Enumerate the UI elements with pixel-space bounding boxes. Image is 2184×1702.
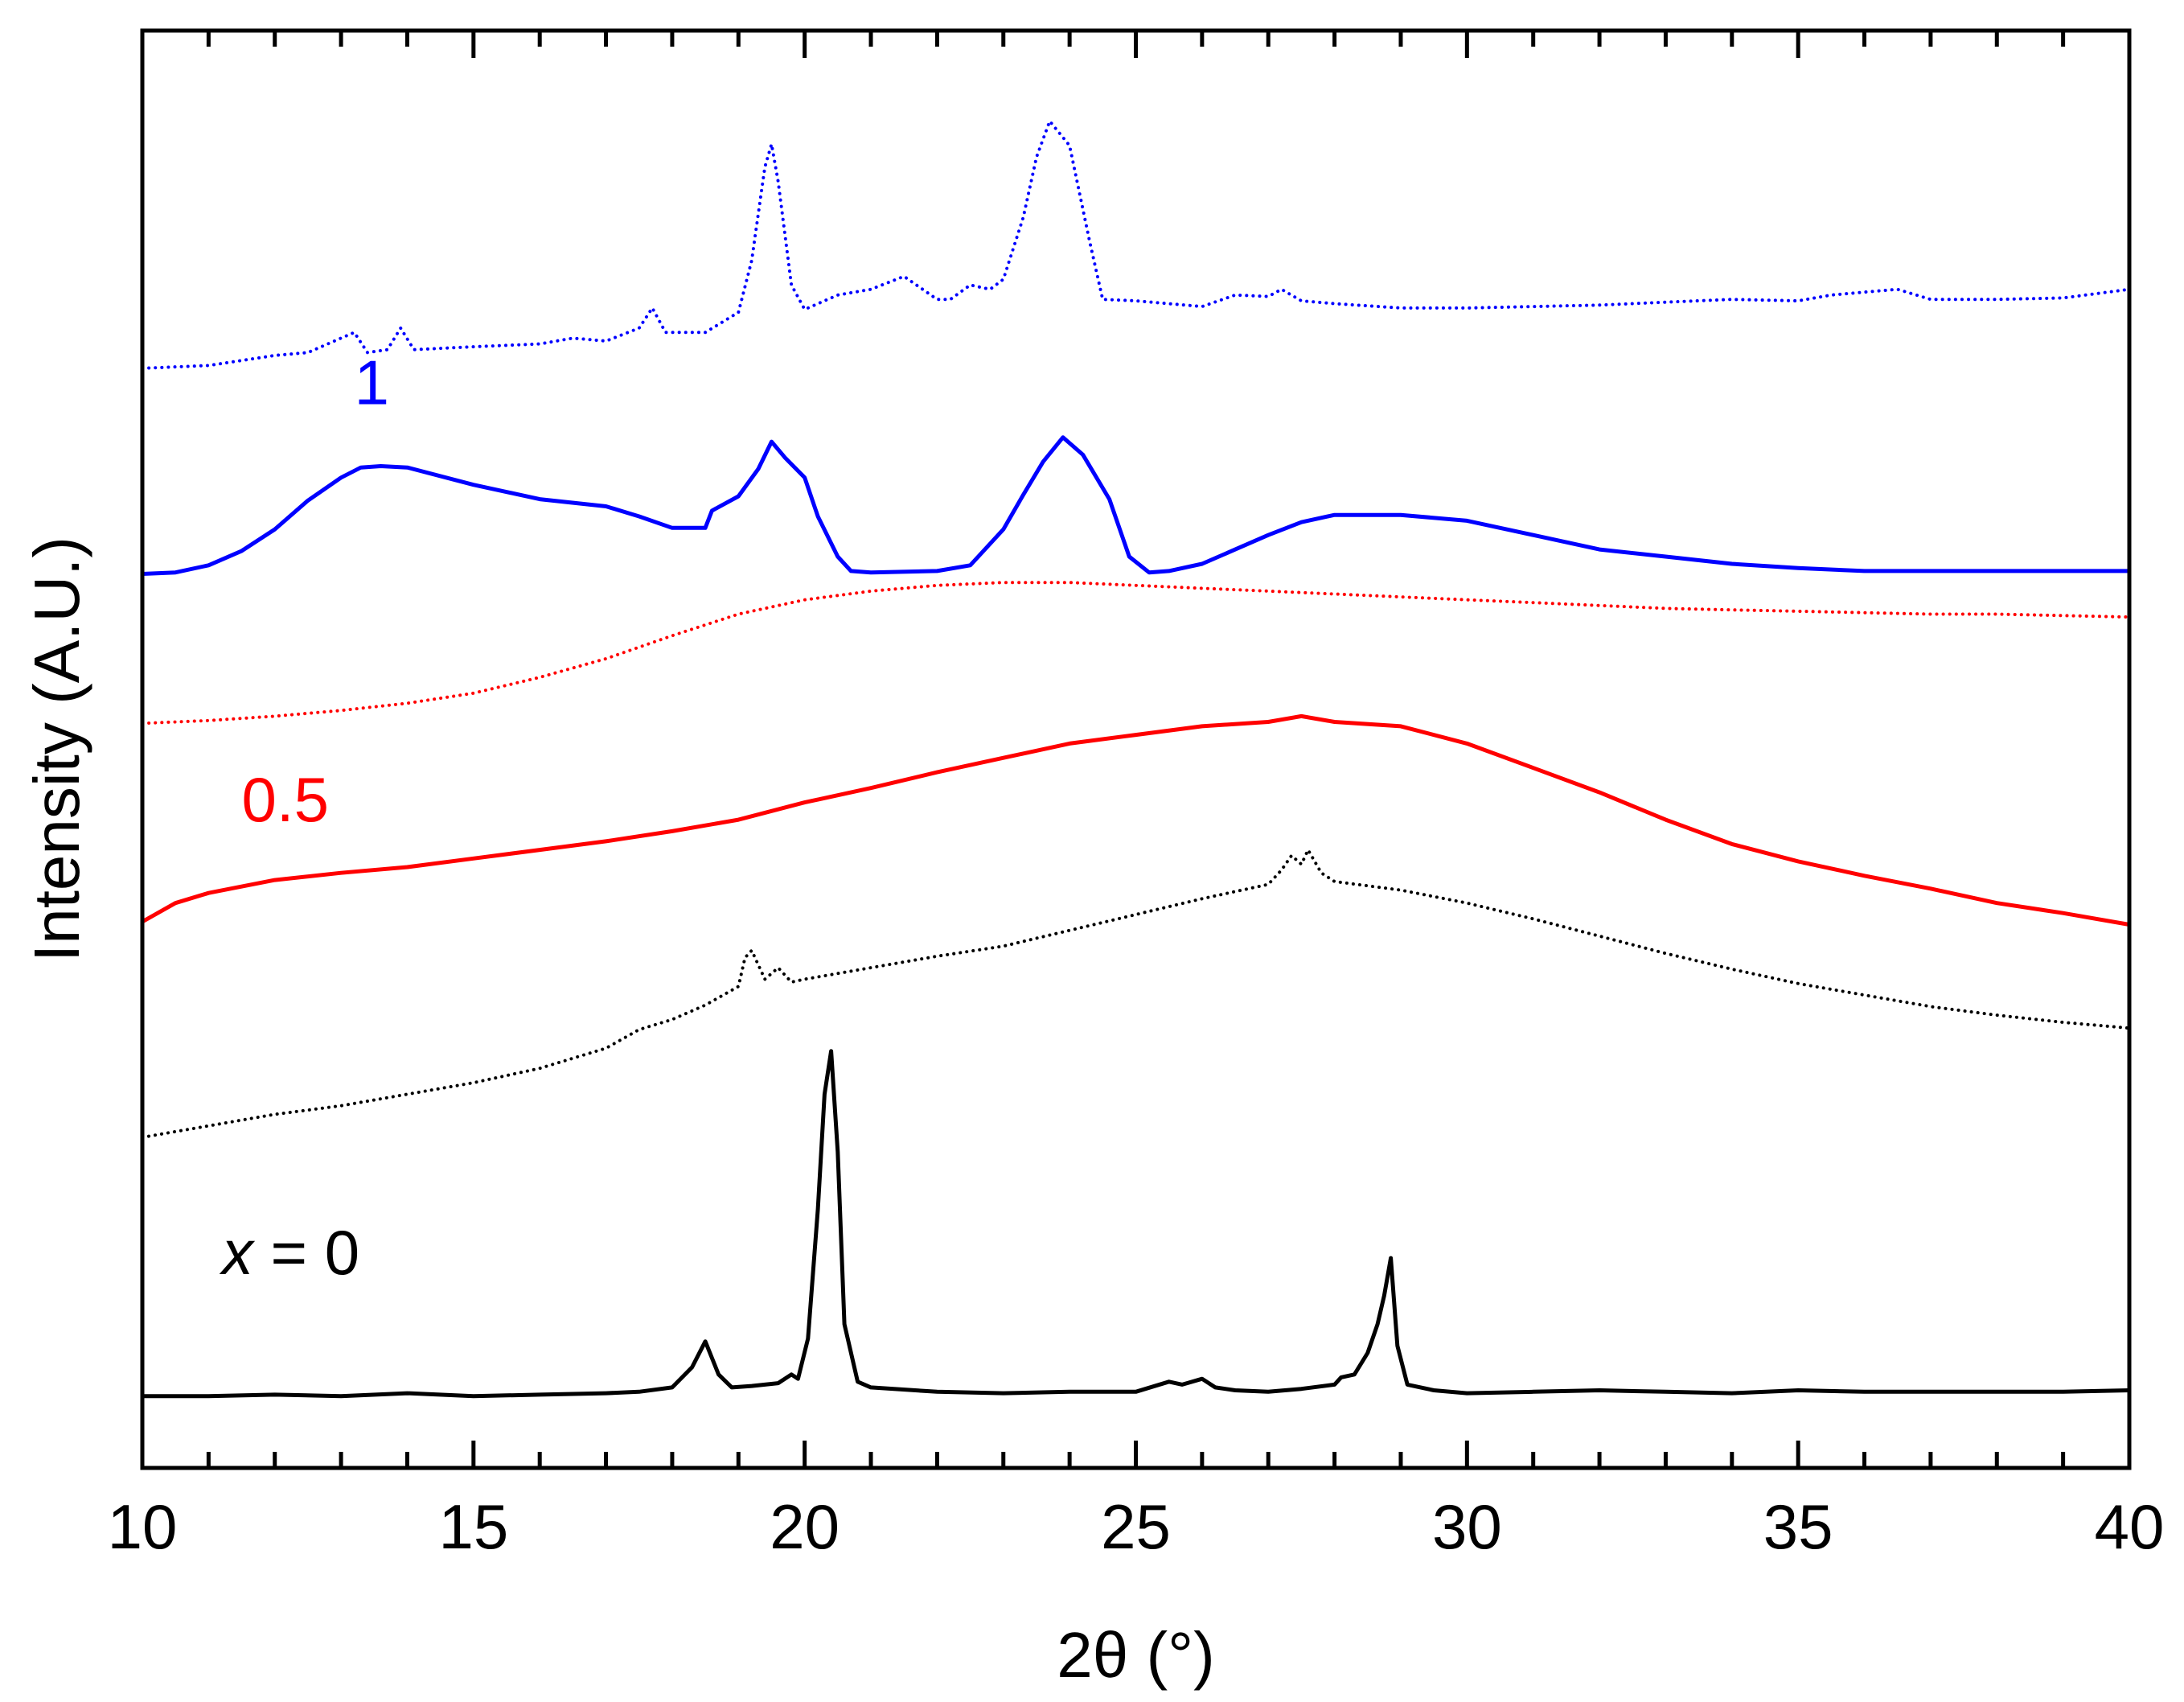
x-tick-label-15: 15	[438, 1491, 508, 1562]
series-line-x-1-measured	[140, 435, 2132, 576]
tick-layer: 10 15 20 25 30 35 40	[108, 31, 2165, 1562]
series-annotation-1: 0.5	[242, 764, 329, 835]
series-annotation-0: x = 0	[219, 1217, 359, 1288]
x-tick-label-10: 10	[108, 1491, 178, 1562]
x-tick-label-30: 30	[1432, 1491, 1502, 1562]
x-tick-label-40: 40	[2095, 1491, 2165, 1562]
annotation-layer: x = 0 0.5 1	[219, 347, 389, 1288]
series-annotation-2: 1	[355, 347, 389, 418]
x-tick-label-20: 20	[770, 1491, 840, 1562]
series-line-x-0-5-measured	[140, 713, 2132, 927]
x-tick-label-35: 35	[1763, 1491, 1833, 1562]
series-line-x-0-5-reference	[141, 581, 2131, 726]
series-layer	[140, 119, 2132, 1399]
x-axis-title: 2θ (°)	[1057, 1619, 1214, 1691]
series-line-x-0-measured	[140, 1049, 2132, 1399]
x-tick-label-25: 25	[1101, 1491, 1171, 1562]
y-axis-title: Intensity (A.U.)	[21, 536, 92, 962]
